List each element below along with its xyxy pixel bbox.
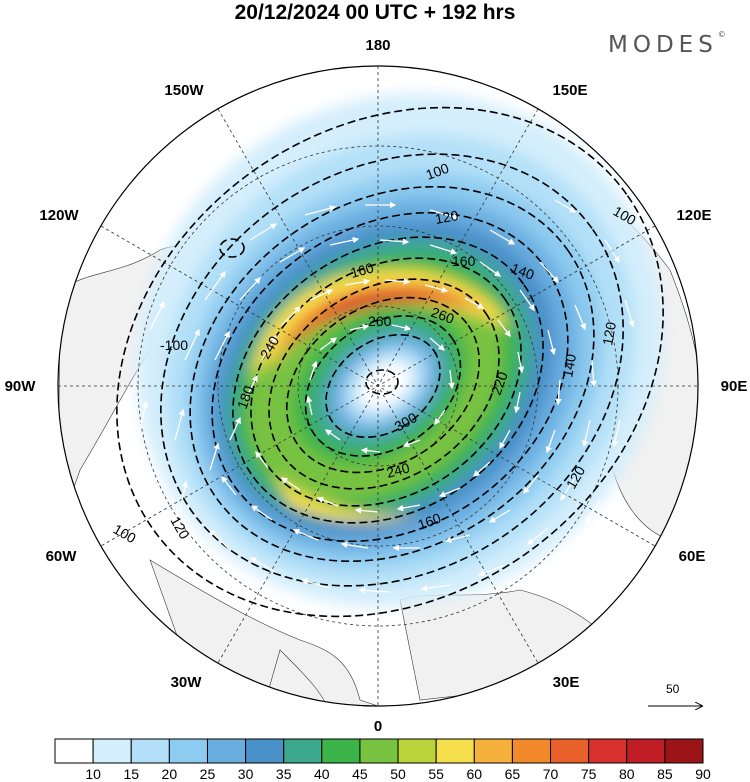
colorbar-tick-label: 45 bbox=[352, 766, 368, 782]
colorbar-swatch bbox=[245, 738, 285, 764]
colorbar-tick-label: 65 bbox=[504, 766, 521, 782]
colorbar-swatch bbox=[397, 738, 437, 764]
colorbar-tick-label: 85 bbox=[657, 766, 673, 782]
contour-label: 160 bbox=[349, 259, 376, 281]
colorbar-swatch bbox=[664, 738, 704, 764]
wind-speed-shading bbox=[136, 93, 664, 607]
map-title: 20/12/2024 00 UTC + 192 hrs bbox=[234, 1, 516, 24]
contour-label: 180 bbox=[234, 383, 257, 411]
lon-label-150e: 150E bbox=[552, 82, 587, 99]
colorbar-swatch bbox=[283, 738, 323, 764]
colorbar-tick-label: 15 bbox=[123, 766, 140, 782]
contour-label: 140 bbox=[509, 260, 537, 283]
colorbar bbox=[54, 738, 704, 764]
colorbar-tick-label: 80 bbox=[618, 766, 635, 782]
map-boundary bbox=[57, 65, 699, 707]
colorbar-tick-label: 55 bbox=[428, 766, 444, 782]
colorbar-tick-label: 75 bbox=[580, 766, 597, 782]
brand-name: MODES bbox=[608, 32, 718, 58]
colorbar-swatch bbox=[206, 738, 247, 764]
lon-label-90w: 90W bbox=[5, 378, 37, 395]
contour-label: 160 bbox=[416, 510, 444, 533]
contour-label: 160 bbox=[452, 253, 476, 269]
colorbar-swatch bbox=[588, 738, 628, 764]
colorbar-swatch bbox=[511, 738, 552, 764]
colorbar-swatch bbox=[130, 738, 170, 764]
contour-label: 120 bbox=[434, 207, 460, 227]
lon-label-120e: 120E bbox=[676, 207, 711, 224]
contour-label: 260 bbox=[429, 304, 457, 327]
colorbar-tick-label: 60 bbox=[466, 766, 483, 782]
lon-label-60w: 60W bbox=[46, 548, 78, 565]
colorbar-tick-label: 70 bbox=[542, 766, 559, 782]
contour-label: 220 bbox=[488, 369, 511, 397]
colorbar-swatch bbox=[359, 738, 399, 764]
contour-label: 240 bbox=[385, 459, 412, 481]
brand-logo: MODES© bbox=[608, 30, 726, 58]
height-contours bbox=[116, 106, 664, 618]
colorbar-swatch bbox=[54, 738, 94, 764]
colorbar-swatch bbox=[321, 738, 361, 764]
colorbar-tick-label: 25 bbox=[199, 766, 216, 782]
colorbar-tick-label: 50 bbox=[390, 766, 406, 782]
lon-label-0: 0 bbox=[374, 718, 382, 735]
colorbar-tick-label: 35 bbox=[275, 766, 292, 782]
copyright-mark: © bbox=[717, 30, 726, 40]
colorbar-swatch bbox=[435, 738, 475, 764]
contour-label: 140 bbox=[559, 353, 579, 379]
colorbar-swatch bbox=[168, 738, 208, 764]
lon-label-180: 180 bbox=[365, 37, 390, 54]
colorbar-swatch bbox=[550, 738, 590, 764]
wind-vectors bbox=[139, 199, 635, 594]
colorbar-tick-label: 20 bbox=[161, 766, 178, 782]
colorbar-swatch bbox=[626, 738, 666, 764]
contour-label: 120 bbox=[599, 321, 619, 347]
lon-label-120w: 120W bbox=[39, 207, 79, 224]
colorbar-tick-label: 40 bbox=[314, 766, 330, 782]
colorbar-swatch bbox=[473, 738, 513, 764]
contour-label: 260 bbox=[368, 313, 392, 329]
longitude-labels: 180 150W 150E 120W 120E 90W 90E 60W 60E … bbox=[5, 37, 748, 735]
contour-label: -100 bbox=[160, 337, 188, 353]
lon-label-30e: 30E bbox=[553, 674, 580, 691]
lon-label-60e: 60E bbox=[679, 548, 706, 565]
lon-label-150w: 150W bbox=[164, 82, 204, 99]
lon-label-30w: 30W bbox=[171, 674, 203, 691]
colorbar-tick-label: 10 bbox=[85, 766, 101, 782]
colorbar-tick-label: 90 bbox=[695, 766, 711, 782]
colorbar-tick-label: 30 bbox=[237, 766, 254, 782]
reference-vector-label: 50 bbox=[666, 682, 680, 696]
lon-label-90e: 90E bbox=[721, 378, 748, 395]
colorbar-swatch bbox=[92, 738, 132, 764]
contour-label: 100 bbox=[424, 160, 452, 183]
